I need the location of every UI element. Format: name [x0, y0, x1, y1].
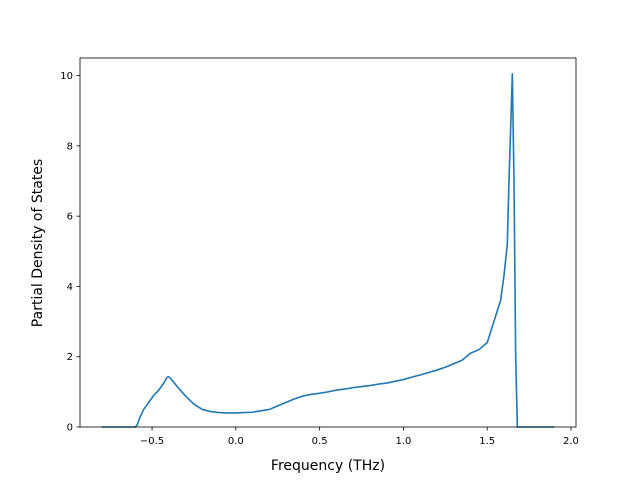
axes: −0.5 0.0 0.5 1.0 1.5 2.0 0 2 4 6 8 10	[60, 57, 579, 447]
y-axis-label: Partial Density of States	[30, 159, 46, 327]
x-tick-label: 0.5	[312, 436, 328, 447]
plot-area	[101, 73, 555, 428]
x-tick-label: −0.5	[140, 436, 164, 447]
y-tick-label: 2	[67, 352, 73, 363]
y-tick-label: 0	[67, 423, 73, 434]
x-axis-label: Frequency (THz)	[271, 458, 385, 474]
plot-frame	[79, 57, 577, 428]
y-tick-label: 8	[67, 141, 73, 152]
y-tick-label: 10	[60, 71, 73, 82]
series-line-0	[101, 73, 555, 428]
y-tick-label: 6	[67, 212, 73, 223]
x-tick-label: 1.0	[395, 436, 411, 447]
x-tick-label: 1.5	[479, 436, 495, 447]
x-tick-label: 2.0	[563, 436, 579, 447]
y-tick-label: 4	[67, 282, 73, 293]
x-tick-label: 0.0	[228, 436, 244, 447]
